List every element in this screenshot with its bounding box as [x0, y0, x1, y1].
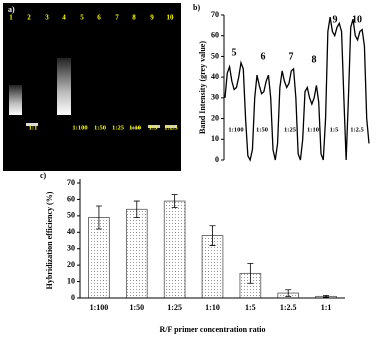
y-tick-label: 20 — [67, 260, 75, 269]
error-bar — [247, 263, 254, 284]
ratio-label: 1:1 — [29, 124, 38, 131]
lane-number: 3 — [45, 14, 49, 22]
peak-label: 6 — [261, 51, 266, 62]
y-tick-label: 50 — [211, 51, 219, 60]
gel-band — [131, 127, 141, 129]
y-tick-label: 40 — [211, 72, 219, 81]
gel-image — [3, 3, 181, 171]
ratio-label: 1:25 — [112, 124, 125, 131]
ladder-band — [57, 58, 71, 115]
lane-number: 10 — [167, 14, 175, 22]
lane-number: 9 — [150, 14, 154, 22]
y-tick-label: 10 — [67, 276, 75, 285]
error-bar — [209, 225, 216, 246]
ratio-label: 1:100 — [228, 126, 243, 133]
ratio-label: 1:100 — [72, 124, 87, 131]
lane-number: 8 — [132, 14, 136, 22]
error-bar — [95, 205, 102, 230]
x-tick-label: 1:100 — [90, 303, 109, 312]
error-bar — [323, 295, 330, 298]
x-tick-label: 1:25 — [167, 303, 182, 312]
peak-label: 7 — [289, 51, 294, 62]
peak-label: 9 — [333, 14, 338, 25]
peak-label: 5 — [232, 47, 237, 58]
x-tick-label: 1:1 — [321, 303, 332, 312]
bar — [125, 208, 148, 299]
y-tick-label: 70 — [67, 178, 75, 187]
lane-number: 5 — [80, 14, 84, 22]
x-tick-label: 1:5 — [245, 303, 256, 312]
peak-label: 8 — [312, 54, 317, 65]
y-axis-label: Hybridization efficiency (%) — [45, 191, 54, 289]
y-tick-label: 20 — [211, 113, 219, 122]
ratio-label: 1:5 — [330, 126, 339, 133]
lane-number: 4 — [62, 14, 66, 22]
panel-label: b) — [193, 3, 200, 12]
x-tick-label: 1:2.5 — [280, 303, 297, 312]
y-tick-label: 70 — [211, 10, 219, 19]
lane-number: 6 — [97, 14, 101, 22]
ratio-label: 1:50 — [256, 126, 268, 133]
error-bar — [285, 289, 292, 297]
ratio-label: 1:2.5 — [164, 124, 178, 131]
lane-number: 1 — [9, 14, 13, 22]
y-tick-label: 60 — [67, 194, 75, 203]
y-tick-label: 30 — [211, 93, 219, 102]
ratio-label: 1:5 — [149, 124, 158, 131]
y-tick-label: 50 — [67, 211, 75, 220]
y-tick-label: 10 — [211, 134, 219, 143]
axes — [79, 179, 345, 299]
error-bar — [171, 194, 178, 209]
y-tick-label: 30 — [67, 244, 75, 253]
bar — [88, 217, 110, 299]
bar — [163, 200, 186, 299]
ratio-label: 1:10 — [307, 126, 319, 133]
error-bar — [133, 200, 140, 218]
gel-panel: a) — [3, 3, 181, 171]
y-tick-label: 60 — [211, 31, 219, 40]
ratio-label: 1:10 — [129, 124, 141, 131]
ratio-label: 1:25 — [284, 126, 297, 133]
gel-band — [148, 125, 160, 128]
x-tick-label: 1:10 — [205, 303, 220, 312]
ratio-label: 1:2.5 — [350, 126, 364, 133]
gel-band — [26, 123, 38, 126]
y-axis-label: Band Intensity (grey value) — [198, 41, 207, 134]
ratio-label: 1:50 — [94, 124, 106, 131]
intensity-line — [224, 16, 370, 162]
panel-label: a) — [8, 5, 15, 14]
panel-label: c) — [40, 171, 47, 180]
lane-number: 7 — [115, 14, 119, 22]
gel-band — [165, 125, 177, 128]
ladder-band — [9, 85, 22, 115]
lane-number: 2 — [27, 14, 31, 22]
peak-label: 10 — [352, 14, 362, 25]
y-tick-label: 40 — [67, 227, 75, 236]
x-axis-label: R/F primer concentration ratio — [160, 325, 266, 334]
y-tick-label: 0 — [215, 155, 219, 164]
y-tick-label: 0 — [71, 293, 75, 302]
x-tick-label: 1:50 — [129, 303, 144, 312]
